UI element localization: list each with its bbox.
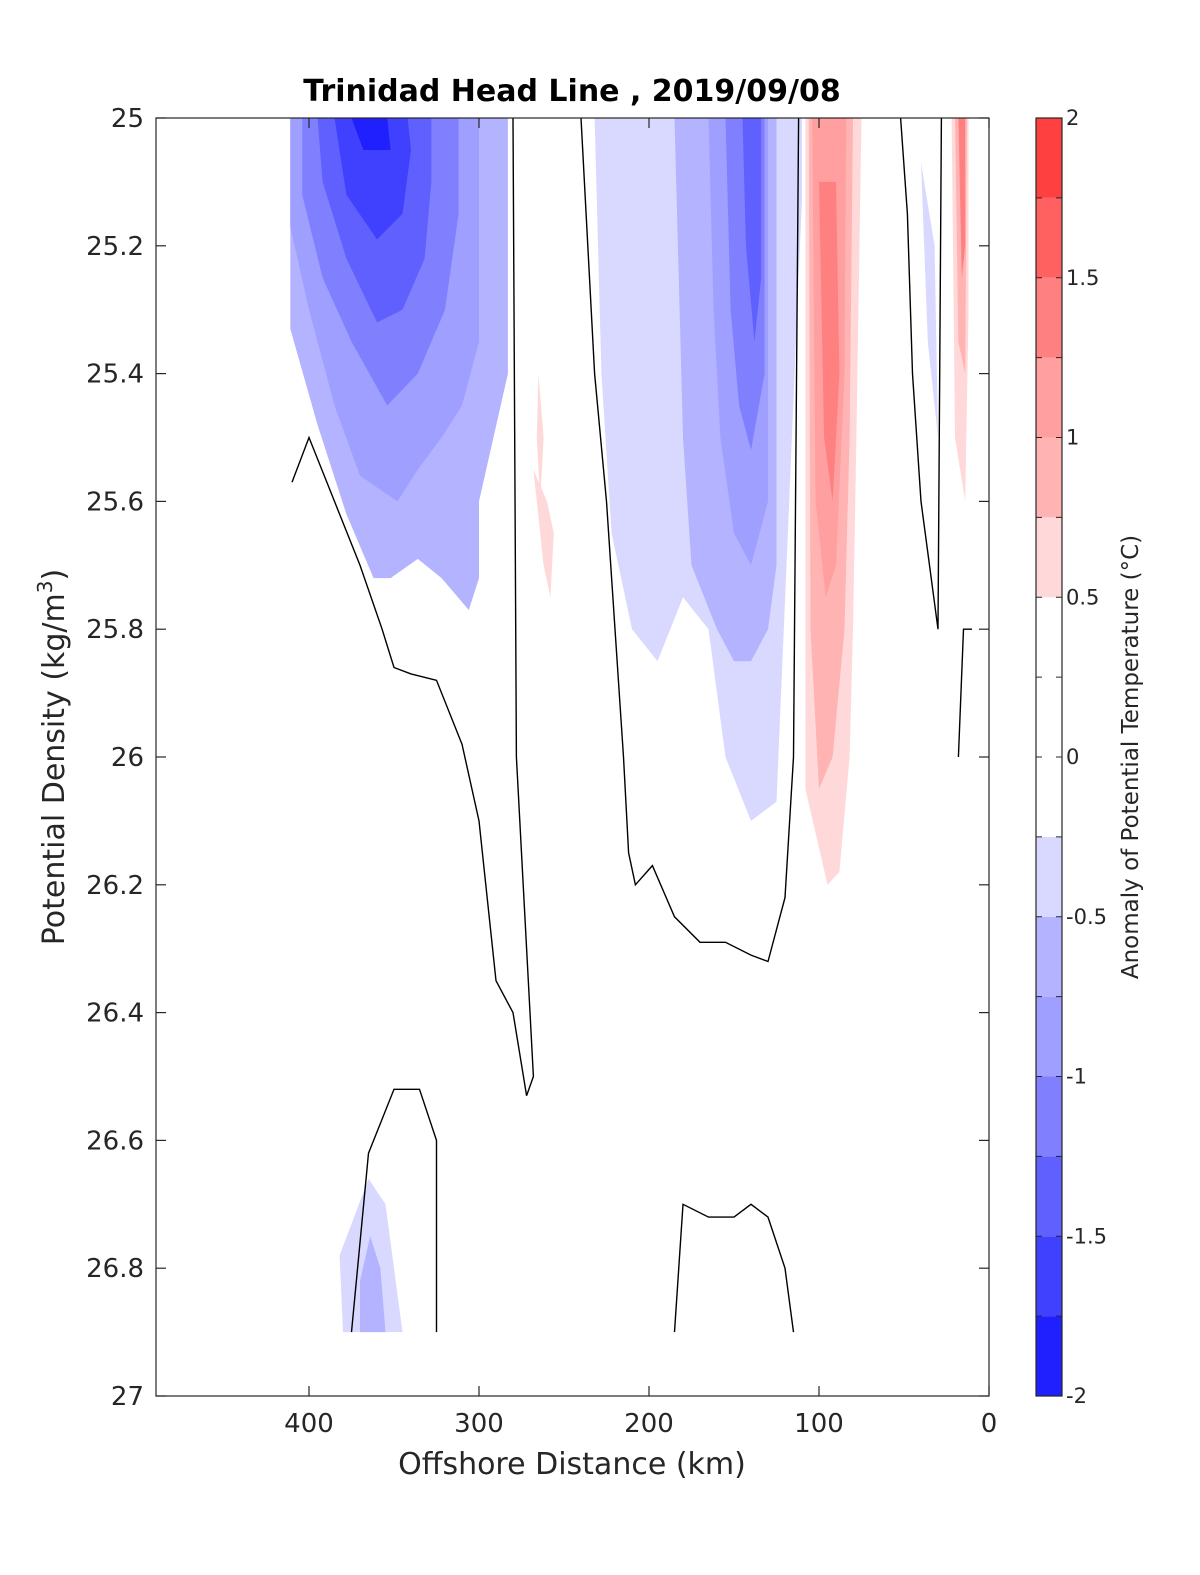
colorbar-block-5 [1036, 916, 1062, 997]
y-tick-label-10: 27 [111, 1382, 144, 1412]
contour-region-19 [921, 162, 938, 438]
y-tick-label-9: 26.8 [86, 1254, 144, 1284]
colorbar-tick-label-6: -1 [1066, 1065, 1087, 1089]
x-tick-label-3: 100 [794, 1409, 844, 1439]
y-tick-label-4: 25.8 [86, 615, 144, 645]
contour-region-18 [819, 181, 840, 502]
zero-contour-4 [350, 1088, 438, 1333]
y-tick-label-7: 26.4 [86, 999, 144, 1029]
colorbar-block-12 [1036, 357, 1062, 438]
plot-area: 400 300 200 100 0 25 25.2 25.4 25.6 25.8 26 26.2 26… [86, 104, 997, 1439]
contour-region-29 [360, 1236, 386, 1333]
colorbar-ticks: 2 1.5 1 0.5 0 -0.5 -1 -1.5 -2 [1036, 106, 1107, 1408]
colorbar-block-1 [1036, 1236, 1062, 1317]
y-tick-label-1: 25.2 [86, 232, 144, 262]
y-tick-label-3: 25.6 [86, 487, 144, 517]
y-tick-label-6: 26.2 [86, 871, 144, 901]
colorbar-tick-label-2: 1 [1066, 426, 1079, 450]
zero-contour-1 [580, 117, 800, 963]
zero-contour-3 [957, 628, 972, 758]
y-axis-ticks: 25 25.2 25.4 25.6 25.8 26 26.2 26.4 26.6 26.8 27 [86, 104, 989, 1412]
x-tick-label-1: 300 [454, 1409, 504, 1439]
filled-contours [288, 118, 972, 1333]
x-axis-label: Offshore Distance (km) [398, 1447, 746, 1482]
colorbar-block-0 [1036, 1316, 1062, 1396]
zero-contour-5 [673, 1203, 795, 1333]
colorbar-block-8 [1036, 677, 1062, 757]
chart-title: Trinidad Head Line , 2019/09/08 [303, 74, 840, 109]
zero-contour-0 [291, 117, 535, 1096]
colorbar-block-11 [1036, 437, 1062, 518]
contour-region-8 [536, 373, 544, 502]
x-axis-ticks: 400 300 200 100 0 [284, 118, 997, 1439]
contour-region-13 [742, 118, 762, 342]
y-axis-label-end: ) [37, 569, 72, 581]
contour-region-27 [618, 1185, 680, 1269]
y-tick-label-2: 25.4 [86, 360, 144, 390]
contour-region-23 [958, 118, 966, 278]
colorbar-tick-label-5: -0.5 [1066, 905, 1107, 929]
colorbar-block-15 [1036, 118, 1062, 198]
y-tick-label-5: 26 [111, 743, 144, 773]
colorbar-tick-label-4: 0 [1066, 745, 1079, 769]
y-axis-label-main: Potential Density (kg/m [37, 593, 72, 945]
contour-region-4 [334, 118, 411, 240]
colorbar-block-3 [1036, 1076, 1062, 1157]
y-tick-label-8: 26.6 [86, 1126, 144, 1156]
zero-contour-2 [899, 117, 943, 630]
colorbar-blocks [1036, 118, 1062, 1396]
colorbar-block-9 [1036, 597, 1062, 678]
colorbar-block-6 [1036, 836, 1062, 917]
contour-region-6 [519, 118, 581, 757]
colorbar-tick-label-0: 2 [1066, 106, 1079, 130]
colorbar: 2 1.5 1 0.5 0 -0.5 -1 -1.5 -2 [1035, 106, 1107, 1408]
y-axis-label: Potential Density (kg/m3) [33, 569, 72, 945]
colorbar-block-10 [1036, 517, 1062, 598]
contour-region-5 [351, 118, 391, 150]
contour-region-7 [533, 469, 554, 598]
colorbar-block-14 [1036, 197, 1062, 278]
contour-region-26 [560, 961, 602, 1096]
colorbar-tick-label-3: 0.5 [1066, 585, 1099, 609]
contour-region-25 [288, 1223, 296, 1281]
x-tick-label-4: 0 [981, 1409, 998, 1439]
colorbar-block-7 [1036, 757, 1062, 837]
x-tick-label-0: 400 [284, 1409, 334, 1439]
x-tick-label-2: 200 [624, 1409, 674, 1439]
colorbar-tick-label-8: -2 [1066, 1384, 1087, 1408]
colorbar-tick-label-7: -1.5 [1066, 1224, 1107, 1248]
colorbar-block-13 [1036, 277, 1062, 358]
y-tick-label-0: 25 [111, 104, 144, 134]
colorbar-label: Anomaly of Potential Temperature (°C) [1118, 535, 1144, 979]
y-axis-label-superscript: 3 [33, 580, 57, 593]
colorbar-block-2 [1036, 1156, 1062, 1237]
colorbar-tick-label-1: 1.5 [1066, 266, 1099, 290]
colorbar-block-4 [1036, 996, 1062, 1077]
contour-region-24 [300, 533, 479, 1045]
zero-contour-lines [291, 117, 972, 1333]
